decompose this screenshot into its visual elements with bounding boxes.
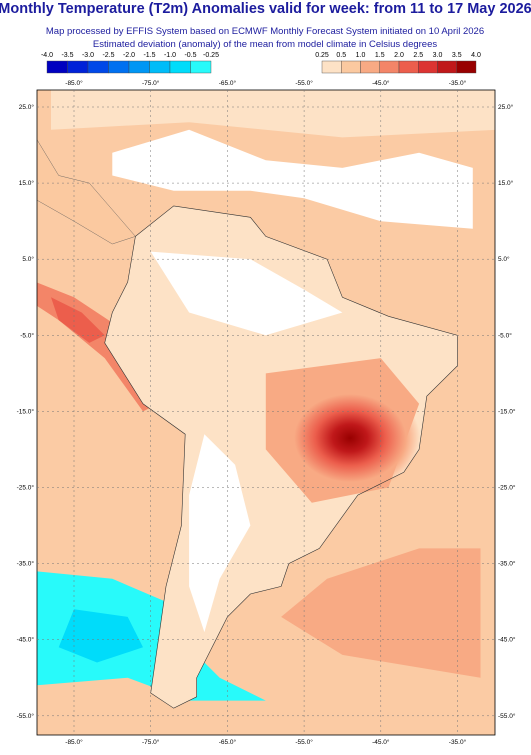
lon-label: -35.0° xyxy=(449,79,467,87)
legend-swatch xyxy=(149,60,171,74)
lon-label: -85.0° xyxy=(65,738,83,746)
anomaly-area xyxy=(58,609,144,663)
anomaly-area xyxy=(51,297,105,343)
legend-swatch xyxy=(46,60,68,74)
legend-swatch xyxy=(108,60,130,74)
lat-label: -55.0° xyxy=(498,712,516,720)
anomaly-area xyxy=(37,571,266,701)
legend-swatch xyxy=(398,60,419,74)
map-frame xyxy=(36,89,496,736)
anomaly-area xyxy=(189,434,251,633)
legend-label: 4.0 xyxy=(471,52,481,59)
lon-label: -35.0° xyxy=(449,738,467,746)
legend-label: 3.5 xyxy=(452,52,462,59)
legend-label: -0.5 xyxy=(184,52,196,59)
legend-label: -0.25 xyxy=(203,52,219,59)
legend-label: -3.0 xyxy=(82,52,94,59)
legend-swatch xyxy=(360,60,380,74)
anomaly-area xyxy=(112,129,473,229)
lon-label: -85.0° xyxy=(65,79,83,87)
lat-label: 5.0° xyxy=(22,255,34,263)
lat-label: 15.0° xyxy=(19,179,35,187)
lat-label: -15.0° xyxy=(498,407,516,415)
lat-label: -5.0° xyxy=(498,331,512,339)
legend-swatch xyxy=(87,60,109,74)
map xyxy=(37,90,495,735)
lon-label: -65.0° xyxy=(219,79,237,87)
legend-label: -1.5 xyxy=(143,52,155,59)
lat-label: -55.0° xyxy=(17,712,35,720)
coastline xyxy=(104,205,458,709)
lat-label: -45.0° xyxy=(498,636,516,644)
lon-label: -45.0° xyxy=(372,79,390,87)
lon-label: -75.0° xyxy=(142,738,160,746)
title: Monthly Temperature (T2m) Anomalies vali… xyxy=(0,1,531,17)
description: Estimated deviation (anomaly) of the mea… xyxy=(93,39,438,50)
legend-swatch xyxy=(321,60,342,74)
lat-label: -15.0° xyxy=(17,407,35,415)
legend-swatch xyxy=(67,60,89,74)
anomaly-area xyxy=(150,251,343,336)
legend-label: 1.0 xyxy=(356,52,366,59)
lat-label: -35.0° xyxy=(17,560,35,568)
lat-label: 5.0° xyxy=(498,255,510,263)
legend-label: 3.0 xyxy=(433,52,443,59)
legend-label: 2.5 xyxy=(413,52,423,59)
land xyxy=(37,139,136,245)
lon-label: -55.0° xyxy=(295,79,313,87)
hotspot xyxy=(280,383,421,494)
legend-swatch xyxy=(341,60,361,74)
lon-label: -45.0° xyxy=(372,738,390,746)
legend-swatch xyxy=(128,60,150,74)
anomaly-area xyxy=(281,548,481,678)
legend-swatch xyxy=(456,60,477,74)
legend-label: 0.5 xyxy=(336,52,346,59)
lat-label: 15.0° xyxy=(498,179,514,187)
lon-label: -65.0° xyxy=(219,738,237,746)
lat-label: -25.0° xyxy=(17,484,35,492)
legend-label: -4.0 xyxy=(41,52,53,59)
lat-label: -5.0° xyxy=(20,331,34,339)
legend-swatch xyxy=(437,60,457,74)
legend-swatch xyxy=(418,60,438,74)
lat-label: 25.0° xyxy=(498,103,514,111)
lat-label: -45.0° xyxy=(17,636,35,644)
legend-swatch xyxy=(190,60,212,74)
legend-label: -2.0 xyxy=(123,52,135,59)
subtitle: Map processed by EFFIS System based on E… xyxy=(46,26,484,37)
anomaly-area xyxy=(51,90,495,138)
legend-label: 2.0 xyxy=(394,52,404,59)
lat-label: -35.0° xyxy=(498,560,516,568)
legend-label: -2.5 xyxy=(102,52,114,59)
legend-label: -1.0 xyxy=(164,52,176,59)
legend-swatch xyxy=(169,60,191,74)
lat-label: 25.0° xyxy=(19,103,35,111)
legend-label: 0.25 xyxy=(315,52,329,59)
legend-label: 1.5 xyxy=(375,52,385,59)
lon-label: -75.0° xyxy=(142,79,160,87)
legend-swatch xyxy=(379,60,400,74)
lon-label: -55.0° xyxy=(295,738,313,746)
legend-label: -3.5 xyxy=(61,52,73,59)
lat-label: -25.0° xyxy=(498,484,516,492)
